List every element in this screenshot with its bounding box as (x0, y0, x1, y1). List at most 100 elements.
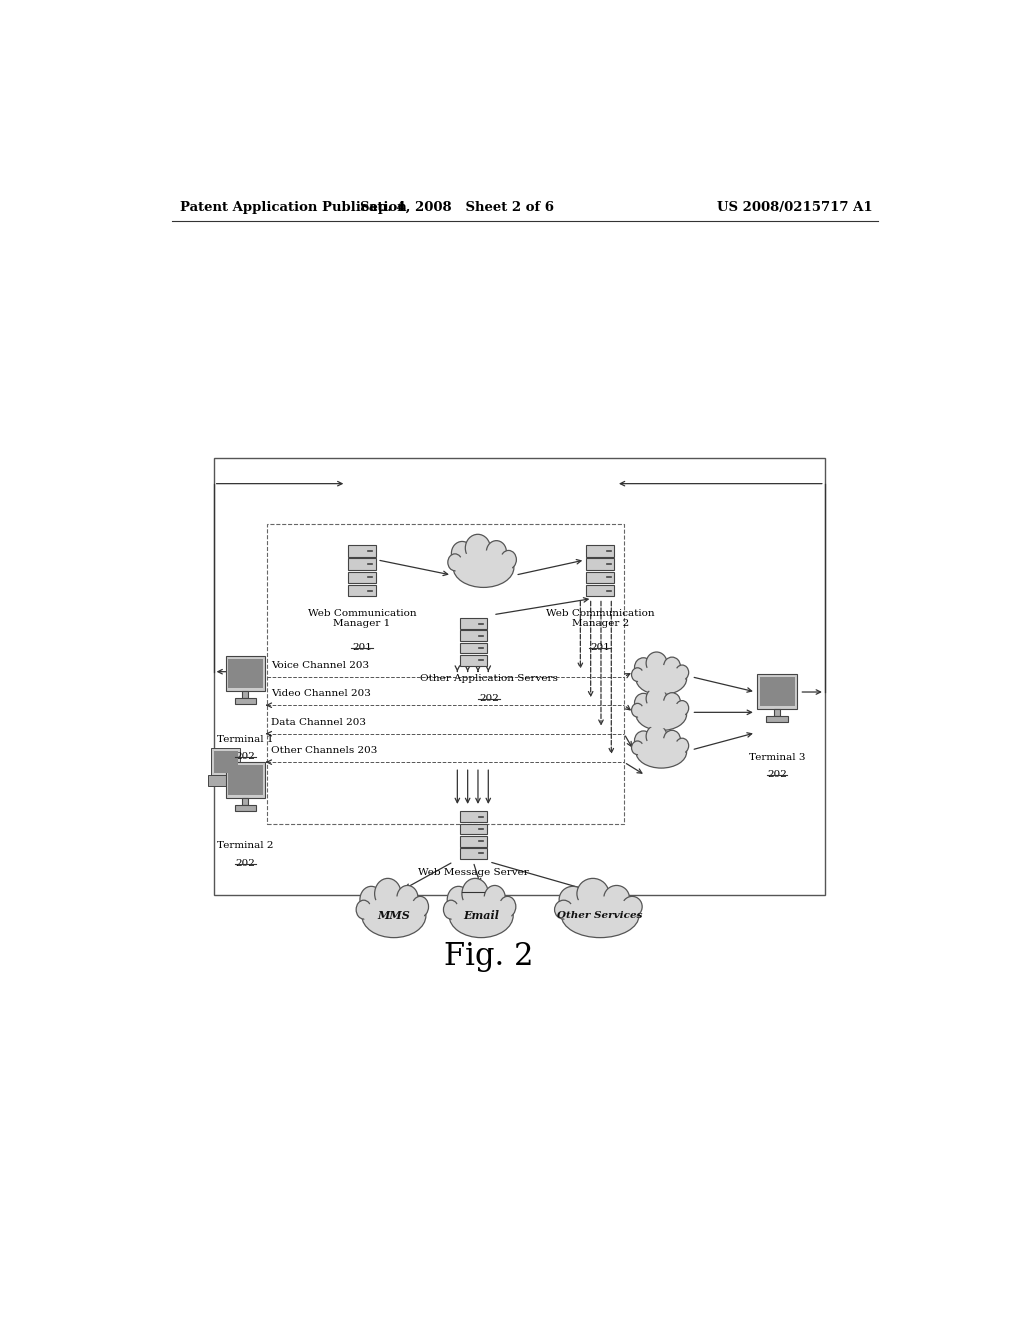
Text: Web Communication
Manager 2: Web Communication Manager 2 (546, 609, 654, 628)
Bar (228, 766, 263, 795)
Bar (267, 524, 624, 824)
Bar (211, 748, 240, 776)
Ellipse shape (559, 886, 587, 913)
Bar (460, 847, 486, 859)
Ellipse shape (635, 731, 652, 750)
Ellipse shape (664, 730, 680, 748)
Text: 201: 201 (590, 643, 610, 652)
Ellipse shape (359, 886, 383, 913)
Ellipse shape (501, 550, 516, 569)
Ellipse shape (646, 652, 667, 675)
Bar (348, 572, 377, 583)
Text: 202: 202 (767, 771, 787, 779)
Bar (348, 558, 377, 570)
Ellipse shape (636, 737, 687, 768)
Bar (208, 775, 243, 785)
Ellipse shape (646, 688, 667, 710)
Text: 202: 202 (479, 694, 499, 704)
Ellipse shape (638, 665, 685, 693)
Ellipse shape (632, 704, 643, 717)
Ellipse shape (635, 657, 652, 677)
Bar (225, 763, 265, 797)
Text: Patent Application Publication: Patent Application Publication (179, 201, 407, 214)
Ellipse shape (397, 886, 418, 911)
Ellipse shape (638, 701, 685, 729)
Ellipse shape (452, 541, 473, 565)
Bar (586, 558, 614, 570)
Bar (586, 545, 614, 557)
Text: Web Communication
Manager 1: Web Communication Manager 1 (308, 609, 417, 628)
Text: Voice Channel 203: Voice Channel 203 (270, 660, 369, 669)
Text: MMS: MMS (378, 909, 411, 921)
Text: Terminal 2: Terminal 2 (217, 841, 273, 850)
Ellipse shape (465, 535, 490, 562)
Bar (460, 836, 486, 846)
Ellipse shape (635, 693, 652, 713)
Ellipse shape (577, 878, 609, 909)
Text: Terminal 1: Terminal 1 (217, 735, 273, 743)
Bar (214, 751, 238, 774)
Text: Data Channel 203: Data Channel 203 (270, 718, 366, 726)
Ellipse shape (561, 894, 639, 937)
Bar (214, 458, 824, 895)
Bar (243, 692, 249, 698)
Ellipse shape (676, 738, 689, 754)
Ellipse shape (356, 900, 372, 919)
Text: Other Application Servers: Other Application Servers (420, 673, 558, 682)
Bar (460, 824, 486, 834)
Ellipse shape (443, 900, 459, 919)
Ellipse shape (364, 896, 424, 935)
Ellipse shape (451, 896, 511, 935)
Ellipse shape (676, 665, 689, 680)
Bar (460, 812, 486, 822)
Bar (586, 585, 614, 597)
Text: Video Channel 203: Video Channel 203 (270, 689, 371, 698)
Ellipse shape (555, 900, 572, 919)
Ellipse shape (646, 725, 667, 747)
Ellipse shape (638, 738, 685, 766)
Ellipse shape (500, 896, 516, 917)
Text: 202: 202 (236, 752, 255, 760)
Bar (758, 675, 797, 709)
Bar (228, 659, 263, 688)
Text: 201: 201 (352, 643, 372, 652)
Ellipse shape (484, 886, 505, 911)
Bar (760, 677, 795, 706)
Ellipse shape (361, 894, 426, 937)
Ellipse shape (486, 541, 507, 562)
Ellipse shape (676, 701, 689, 715)
Bar (234, 698, 256, 704)
Bar (460, 618, 486, 630)
Bar (460, 655, 486, 665)
Ellipse shape (636, 663, 687, 694)
Ellipse shape (375, 878, 401, 909)
Text: Email: Email (463, 909, 499, 921)
Ellipse shape (664, 693, 680, 710)
Bar (766, 717, 788, 722)
Ellipse shape (664, 657, 680, 675)
Text: Web Message Server: Web Message Server (418, 867, 528, 876)
Ellipse shape (447, 554, 462, 570)
Ellipse shape (447, 886, 470, 913)
Ellipse shape (454, 548, 514, 587)
Ellipse shape (623, 896, 642, 917)
Bar (243, 797, 249, 805)
Bar (774, 709, 780, 717)
Bar (234, 805, 256, 810)
Text: Terminal 3: Terminal 3 (749, 752, 806, 762)
Bar (348, 545, 377, 557)
Text: 202: 202 (463, 887, 483, 896)
Text: Other Services: Other Services (557, 911, 643, 920)
Text: Other Channels 203: Other Channels 203 (270, 746, 377, 755)
Ellipse shape (450, 894, 513, 937)
Bar (460, 643, 486, 653)
Text: 202: 202 (236, 859, 255, 867)
Bar (225, 656, 265, 692)
Bar (460, 631, 486, 642)
Text: Sep. 4, 2008   Sheet 2 of 6: Sep. 4, 2008 Sheet 2 of 6 (360, 201, 554, 214)
Ellipse shape (632, 741, 643, 755)
Bar (586, 572, 614, 583)
Ellipse shape (604, 886, 630, 911)
Ellipse shape (563, 896, 637, 935)
Text: US 2008/0215717 A1: US 2008/0215717 A1 (717, 201, 872, 214)
